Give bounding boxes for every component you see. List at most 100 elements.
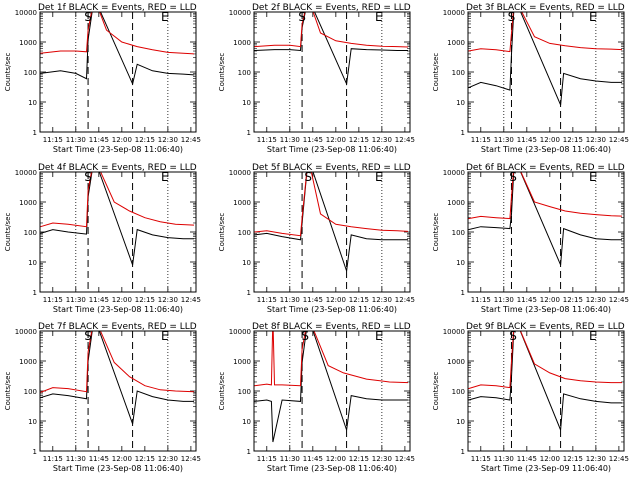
y-axis-label: Counts/sec	[4, 53, 12, 92]
lld-series-line	[40, 172, 195, 228]
x-tick-label: 12:45	[395, 296, 415, 304]
x-tick-label: 11:30	[280, 136, 300, 144]
plot-frame	[467, 11, 625, 133]
x-tick-label: 12:00	[326, 455, 346, 463]
x-tick-label: 11:45	[89, 455, 109, 463]
events-series-line	[468, 331, 622, 431]
x-tick-label: 12:45	[609, 296, 629, 304]
y-tick-label: 10000	[443, 328, 465, 336]
x-tick-label: 12:00	[112, 136, 132, 144]
x-tick-label: 11:45	[517, 296, 537, 304]
x-tick-label: 12:30	[372, 296, 392, 304]
x-tick-label: 12:15	[349, 136, 369, 144]
x-tick-label: 11:30	[494, 296, 514, 304]
events-series-line	[254, 172, 408, 272]
chart-title: Det 4f BLACK = Events, RED = LLD	[38, 163, 197, 173]
marker-label: E	[161, 329, 169, 343]
x-tick-label: 12:45	[395, 136, 415, 144]
x-tick-label: 11:15	[257, 455, 277, 463]
plot-frame	[39, 171, 197, 293]
x-tick-label: 11:45	[303, 296, 323, 304]
y-tick-label: 1000	[233, 199, 251, 207]
marker-label: S	[298, 10, 306, 24]
chart-title: Det 2f BLACK = Events, RED = LLD	[252, 3, 411, 13]
y-tick-label: 100	[452, 229, 465, 237]
y-tick-label: 1	[33, 129, 37, 137]
y-tick-label: 1	[461, 289, 465, 297]
x-tick-label: 12:30	[158, 136, 178, 144]
x-tick-label: 11:45	[303, 136, 323, 144]
events-series-line	[40, 331, 194, 425]
x-axis-label: Start Time (23-Sep-08 11:06:40)	[53, 145, 183, 154]
y-tick-label: 10000	[229, 328, 251, 336]
x-axis-label: Start Time (23-Sep-08 11:06:40)	[53, 464, 183, 473]
x-tick-label: 12:15	[349, 455, 369, 463]
chart-panel: Det 9f BLACK = Events, RED = LLD Counts/s…	[432, 322, 629, 473]
y-axis-label: Counts/sec	[218, 213, 226, 252]
events-series-line	[468, 172, 622, 266]
y-tick-label: 1	[461, 129, 465, 137]
x-axis-label: Start Time (23-Sep-08 11:06:40)	[481, 305, 611, 314]
x-tick-label: 12:30	[586, 136, 606, 144]
lld-series-line	[254, 12, 409, 48]
events-series-line	[468, 12, 622, 106]
chart-panel: Det 1f BLACK = Events, RED = LLD Counts/s…	[4, 3, 201, 154]
y-tick-label: 10	[28, 259, 37, 267]
x-tick-label: 11:30	[66, 136, 86, 144]
y-tick-label: 1000	[447, 39, 465, 47]
chart-panel: Det 2f BLACK = Events, RED = LLD Counts/s…	[218, 3, 415, 154]
plot-frame	[467, 171, 625, 293]
y-tick-label: 10	[242, 259, 251, 267]
x-tick-label: 11:15	[43, 296, 63, 304]
lld-series-line	[40, 12, 195, 55]
marker-label: E	[161, 170, 169, 184]
x-tick-label: 11:45	[89, 136, 109, 144]
x-tick-label: 12:15	[563, 136, 583, 144]
lld-series-line	[468, 12, 623, 53]
y-tick-label: 1000	[447, 199, 465, 207]
lld-series-line	[254, 172, 409, 237]
y-tick-label: 1000	[19, 199, 37, 207]
x-tick-label: 12:15	[135, 455, 155, 463]
x-tick-label: 12:30	[586, 455, 606, 463]
events-series-line	[40, 12, 195, 86]
y-tick-label: 10000	[15, 328, 37, 336]
chart-title: Det 6f BLACK = Events, RED = LLD	[466, 163, 625, 173]
y-tick-label: 1	[247, 129, 251, 137]
marker-label: S	[84, 329, 92, 343]
x-tick-label: 11:15	[43, 136, 63, 144]
marker-label: S	[304, 170, 312, 184]
x-axis-label: Start Time (23-Sep-08 11:06:40)	[267, 145, 397, 154]
chart-panel: Det 6f BLACK = Events, RED = LLD Counts/s…	[432, 163, 629, 314]
y-tick-label: 100	[24, 69, 37, 77]
x-tick-label: 11:15	[257, 136, 277, 144]
y-tick-label: 1	[461, 448, 465, 456]
x-tick-label: 11:30	[280, 455, 300, 463]
lld-series-line	[468, 172, 623, 220]
chart-panel: Det 8f BLACK = Events, RED = LLD Counts/s…	[218, 322, 415, 473]
chart-title: Det 1f BLACK = Events, RED = LLD	[38, 3, 197, 13]
x-tick-label: 12:45	[395, 455, 415, 463]
x-tick-label: 11:30	[66, 296, 86, 304]
x-tick-label: 12:00	[112, 455, 132, 463]
y-axis-label: Counts/sec	[4, 213, 12, 252]
y-tick-label: 1000	[233, 358, 251, 366]
marker-label: S	[509, 170, 517, 184]
x-tick-label: 11:45	[89, 296, 109, 304]
y-tick-label: 1000	[19, 39, 37, 47]
x-tick-label: 11:45	[517, 136, 537, 144]
y-tick-label: 10000	[229, 9, 251, 17]
y-tick-label: 100	[452, 388, 465, 396]
x-tick-label: 12:30	[158, 296, 178, 304]
y-axis-label: Counts/sec	[432, 213, 440, 252]
y-tick-label: 100	[24, 388, 37, 396]
x-tick-label: 11:15	[471, 455, 491, 463]
x-tick-label: 12:15	[563, 296, 583, 304]
x-tick-label: 12:00	[540, 136, 560, 144]
x-axis-label: Start Time (23-Sep-09 11:06:40)	[481, 464, 611, 473]
y-tick-label: 1	[247, 448, 251, 456]
y-tick-label: 1	[33, 448, 37, 456]
y-tick-label: 1000	[447, 358, 465, 366]
y-tick-label: 1	[33, 289, 37, 297]
